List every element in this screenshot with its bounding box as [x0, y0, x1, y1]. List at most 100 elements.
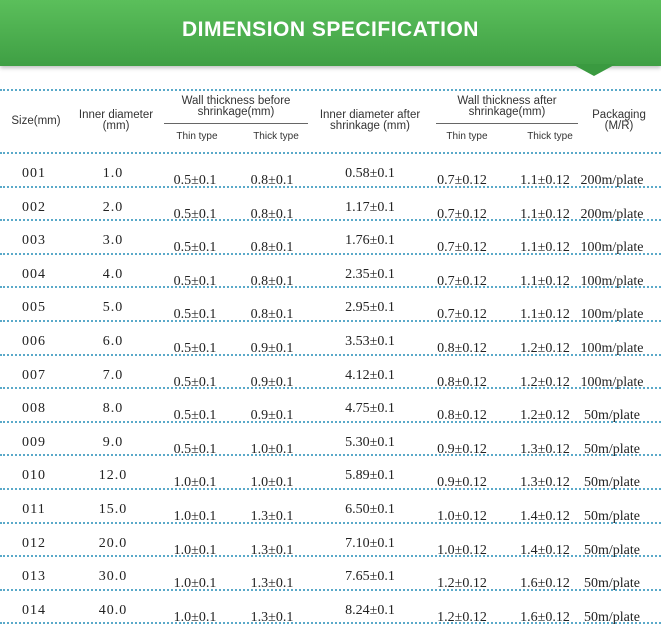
cell-thin-before: 0.5±0.1	[173, 173, 217, 188]
cell-thick-before: 1.3±0.1	[250, 542, 294, 558]
row-divider	[0, 286, 661, 288]
cell-inner-diameter: 2.0	[102, 199, 124, 215]
cell-packaging: 50m/plate	[584, 576, 640, 592]
row-divider	[0, 488, 661, 490]
cell-inner-after: 5.30±0.1	[345, 434, 395, 450]
header-divider	[0, 152, 661, 154]
cell-packaging: 200m/plate	[580, 206, 644, 222]
cell-inner-diameter: 7.0	[102, 367, 124, 383]
cell-thick-after: 1.2±0.12	[520, 408, 570, 424]
row-divider	[0, 387, 661, 389]
cell-size: 012	[22, 535, 46, 551]
cell-size: 007	[22, 367, 46, 383]
cell-thick-before: 0.8±0.1	[250, 206, 294, 222]
cell-thin-after: 1.2±0.12	[437, 576, 487, 592]
cell-thick-before: 0.8±0.1	[250, 240, 294, 256]
cell-packaging: 100m/plate	[580, 374, 644, 390]
cell-size: 004	[22, 266, 46, 282]
cell-thick-before: 0.8±0.1	[250, 173, 294, 188]
cell-thick-after: 1.2±0.12	[520, 341, 570, 356]
cell-size: 003	[22, 233, 46, 249]
cell-thick-after: 1.2±0.12	[520, 374, 570, 390]
cell-inner-after: 1.76±0.1	[345, 233, 395, 249]
header-size: Size(mm)	[11, 115, 61, 127]
cell-packaging: 50m/plate	[584, 542, 640, 558]
row-divider	[0, 186, 661, 188]
row-divider	[0, 219, 661, 221]
cell-inner-after: 0.58±0.1	[345, 166, 395, 181]
cell-inner-diameter: 1.0	[102, 166, 124, 181]
cell-thin-before: 0.5±0.1	[173, 341, 217, 356]
cell-packaging: 100m/plate	[580, 341, 644, 356]
cell-thick-before: 1.0±0.1	[250, 441, 294, 457]
cell-thick-after: 1.1±0.12	[520, 173, 570, 188]
cell-thin-before: 1.0±0.1	[173, 509, 217, 524]
cell-inner-after: 2.35±0.1	[345, 266, 395, 282]
cell-thin-after: 0.8±0.12	[437, 374, 487, 390]
header-wall-after-underline	[436, 123, 578, 124]
cell-thick-before: 0.8±0.1	[250, 307, 294, 323]
row-divider	[0, 421, 661, 423]
header-inner-after-line1: Inner diameter after	[319, 109, 421, 121]
cell-inner-diameter: 5.0	[102, 300, 124, 316]
cell-thick-before: 1.3±0.1	[250, 609, 294, 625]
cell-thin-after: 0.7±0.12	[437, 206, 487, 222]
cell-thick-after: 1.3±0.12	[520, 475, 570, 491]
cell-inner-diameter: 40.0	[98, 602, 128, 618]
header-inner-diameter-line1: Inner diameter	[78, 109, 154, 121]
cell-thin-before: 0.5±0.1	[173, 441, 217, 457]
cell-thick-before: 0.9±0.1	[250, 341, 294, 356]
cell-packaging: 100m/plate	[580, 273, 644, 289]
cell-size: 009	[22, 434, 46, 450]
cell-inner-diameter: 9.0	[102, 434, 124, 450]
header-inner-diameter-line2: (mm)	[102, 120, 130, 132]
cell-thick-before: 0.9±0.1	[250, 374, 294, 390]
header-packaging-line1: Packaging	[592, 109, 646, 121]
cell-thick-after: 1.6±0.12	[520, 609, 570, 625]
cell-inner-diameter: 20.0	[98, 535, 128, 551]
header-packaging-line2: (M/R)	[604, 120, 634, 132]
banner-pointer	[572, 64, 616, 76]
header-thick-after: Thick type	[527, 131, 573, 142]
cell-thin-after: 0.9±0.12	[437, 441, 487, 457]
row-divider	[0, 522, 661, 524]
cell-thick-after: 1.1±0.12	[520, 240, 570, 256]
cell-size: 001	[22, 166, 46, 181]
header-wall-after-line1: Wall thickness after	[457, 95, 557, 107]
cell-packaging: 200m/plate	[580, 173, 644, 188]
cell-packaging: 50m/plate	[584, 475, 640, 491]
cell-inner-diameter: 12.0	[98, 468, 128, 484]
cell-size: 008	[22, 401, 46, 417]
cell-thin-after: 1.0±0.12	[437, 542, 487, 558]
cell-size: 005	[22, 300, 46, 316]
cell-inner-after: 1.17±0.1	[345, 199, 395, 215]
cell-thin-before: 1.0±0.1	[173, 475, 217, 491]
cell-thin-after: 0.7±0.12	[437, 307, 487, 323]
cell-thin-after: 0.9±0.12	[437, 475, 487, 491]
header-wall-before-line2: shrinkage(mm)	[197, 106, 275, 118]
cell-thick-after: 1.1±0.12	[520, 307, 570, 323]
header-wall-before-underline	[164, 123, 308, 124]
cell-thin-before: 1.0±0.1	[173, 542, 217, 558]
cell-thin-after: 1.2±0.12	[437, 609, 487, 625]
table-top-divider	[0, 89, 661, 91]
row-divider	[0, 354, 661, 356]
page-title: DIMENSION SPECIFICATION	[182, 18, 479, 41]
header-wall-before-line1: Wall thickness before	[181, 95, 291, 107]
cell-thick-before: 1.0±0.1	[250, 475, 294, 491]
cell-thin-before: 0.5±0.1	[173, 374, 217, 390]
cell-thick-after: 1.1±0.12	[520, 206, 570, 222]
cell-inner-after: 2.95±0.1	[345, 300, 395, 316]
row-divider	[0, 622, 661, 624]
cell-thin-before: 0.5±0.1	[173, 240, 217, 256]
cell-packaging: 100m/plate	[580, 240, 644, 256]
cell-thick-before: 0.9±0.1	[250, 408, 294, 424]
cell-thick-after: 1.6±0.12	[520, 576, 570, 592]
cell-thin-after: 0.7±0.12	[437, 173, 487, 188]
cell-thick-before: 1.3±0.1	[250, 509, 294, 524]
cell-size: 014	[22, 602, 46, 618]
header-thin-after: Thin type	[446, 131, 488, 142]
row-divider	[0, 454, 661, 456]
cell-inner-diameter: 15.0	[98, 502, 128, 517]
cell-thin-before: 0.5±0.1	[173, 408, 217, 424]
